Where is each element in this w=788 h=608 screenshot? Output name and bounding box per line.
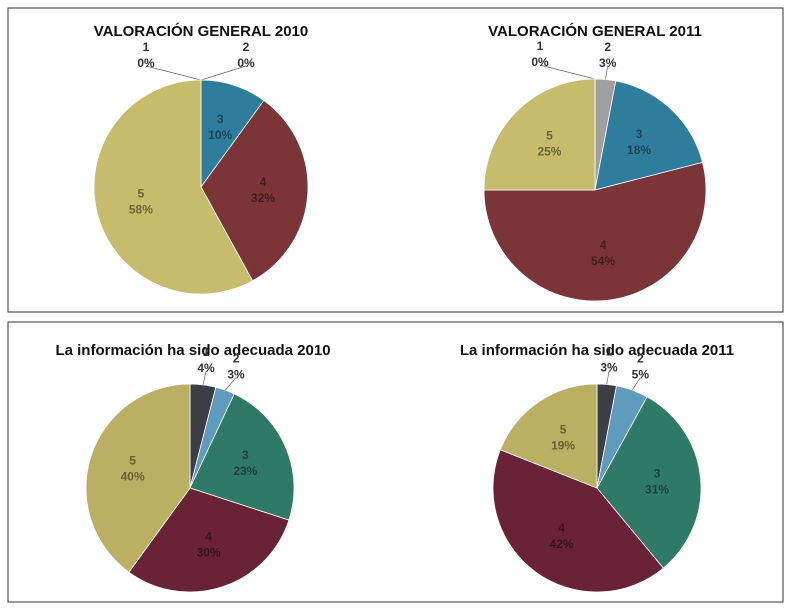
category-label: 2 bbox=[243, 40, 250, 54]
category-label: 5 bbox=[546, 129, 553, 143]
value-label: 0% bbox=[137, 56, 155, 70]
pie-slice bbox=[596, 396, 702, 569]
category-label: 1 bbox=[606, 345, 613, 359]
category-label: 4 bbox=[600, 238, 607, 252]
panel bbox=[7, 321, 784, 603]
pie-slice bbox=[189, 393, 295, 521]
category-label: 1 bbox=[203, 345, 210, 359]
category-label: 2 bbox=[637, 352, 644, 366]
value-label: 18% bbox=[627, 143, 651, 157]
category-label: 5 bbox=[560, 422, 567, 436]
leader-line bbox=[202, 370, 207, 385]
value-label: 40% bbox=[121, 470, 145, 484]
panel bbox=[7, 7, 784, 313]
value-label: 5% bbox=[632, 368, 650, 382]
value-label: 0% bbox=[237, 56, 255, 70]
pie-slice bbox=[492, 449, 664, 593]
value-label: 0% bbox=[531, 55, 549, 69]
leader-line bbox=[606, 370, 610, 385]
category-label: 1 bbox=[143, 40, 150, 54]
value-label: 54% bbox=[591, 254, 615, 268]
leader-line bbox=[200, 65, 247, 81]
value-label: 42% bbox=[550, 537, 574, 551]
leader-line bbox=[145, 65, 202, 81]
category-label: 3 bbox=[636, 127, 643, 141]
pie-slice bbox=[499, 383, 598, 489]
value-label: 19% bbox=[551, 438, 575, 452]
chart-title: La información ha sido adecuada 2010 bbox=[55, 342, 330, 359]
value-label: 3% bbox=[600, 361, 618, 375]
value-label: 31% bbox=[645, 482, 669, 496]
pie-slice bbox=[200, 99, 309, 282]
leader-line bbox=[605, 65, 609, 80]
pie-slice bbox=[85, 383, 191, 573]
value-label: 58% bbox=[129, 203, 153, 217]
category-label: 3 bbox=[242, 448, 249, 462]
leader-line bbox=[631, 377, 641, 391]
pie-slice bbox=[483, 78, 596, 191]
category-label: 4 bbox=[558, 521, 565, 535]
category-label: 5 bbox=[138, 187, 145, 201]
value-label: 32% bbox=[251, 191, 275, 205]
pie-slice bbox=[594, 80, 704, 191]
chart-title: VALORACIÓN GENERAL 2011 bbox=[488, 22, 702, 40]
category-label: 3 bbox=[217, 112, 224, 126]
category-label: 5 bbox=[129, 454, 136, 468]
value-label: 3% bbox=[227, 368, 245, 382]
pie-slice bbox=[128, 487, 290, 593]
chart-title: VALORACIÓN GENERAL 2010 bbox=[94, 22, 309, 40]
leader-line bbox=[539, 64, 596, 80]
category-label: 4 bbox=[260, 175, 267, 189]
leader-line bbox=[224, 377, 237, 391]
value-label: 3% bbox=[599, 56, 617, 70]
value-label: 4% bbox=[197, 361, 215, 375]
category-label: 1 bbox=[537, 39, 544, 53]
category-label: 3 bbox=[654, 466, 661, 480]
pie-slice bbox=[93, 79, 254, 295]
chart-title: La información ha sido adecuada 2011 bbox=[460, 342, 734, 359]
pie-slice bbox=[483, 161, 707, 302]
category-label: 2 bbox=[604, 40, 611, 54]
value-label: 23% bbox=[233, 464, 257, 478]
value-label: 25% bbox=[537, 145, 561, 159]
category-label: 4 bbox=[205, 530, 212, 544]
value-label: 30% bbox=[197, 546, 221, 560]
value-label: 10% bbox=[208, 128, 232, 142]
category-label: 2 bbox=[233, 352, 240, 366]
